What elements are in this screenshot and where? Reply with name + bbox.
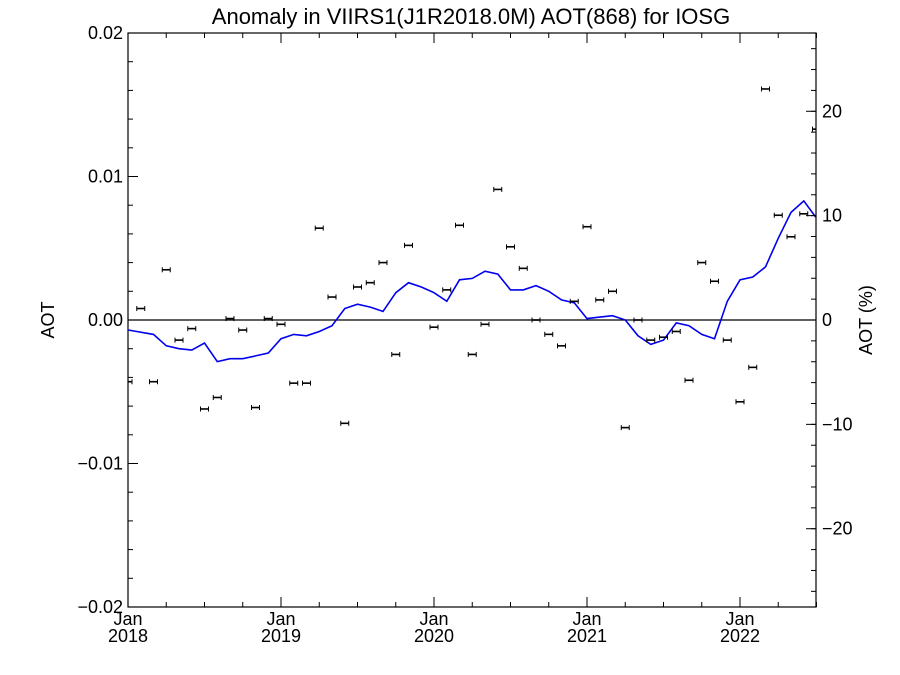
x-tick-label-month: Jan: [725, 609, 754, 629]
data-point: [557, 343, 566, 349]
data-point: [378, 260, 388, 266]
data-point: [187, 326, 197, 332]
y-tick-label-left: −0.02: [77, 597, 123, 617]
data-point: [544, 331, 554, 337]
data-point: [455, 222, 464, 228]
x-tick-label-year: 2022: [720, 626, 760, 646]
x-tick-label-month: Jan: [113, 609, 142, 629]
data-point: [531, 317, 541, 323]
data-point: [633, 317, 643, 323]
data-point: [212, 394, 222, 400]
x-tick-label-year: 2019: [261, 626, 301, 646]
data-point: [263, 316, 273, 322]
data-point: [251, 405, 260, 411]
data-point: [659, 334, 668, 340]
data-point: [722, 337, 732, 343]
data-point: [569, 298, 579, 304]
x-tick-label-month: Jan: [419, 609, 448, 629]
data-point: [174, 337, 184, 343]
data-point: [327, 294, 337, 300]
data-point: [467, 351, 477, 357]
data-point: [506, 244, 515, 250]
data-point: [480, 321, 490, 327]
x-tick-label-year: 2020: [414, 626, 454, 646]
data-point: [429, 324, 439, 330]
series-line-monthly-trend: [128, 199, 816, 363]
data-point: [735, 399, 745, 405]
data-point: [595, 297, 605, 303]
data-point: [786, 234, 796, 240]
data-point: [812, 126, 816, 132]
data-point: [671, 328, 681, 334]
data-point: [442, 287, 452, 293]
data-point: [608, 288, 617, 294]
y-tick-label-left: 0.01: [88, 167, 123, 187]
data-point: [365, 280, 375, 286]
data-point: [200, 406, 209, 412]
data-point: [493, 186, 503, 192]
x-tick-label-year: 2018: [108, 626, 148, 646]
data-point: [748, 364, 758, 370]
data-point: [276, 321, 286, 327]
data-point: [340, 420, 350, 426]
data-point: [149, 379, 158, 385]
data-point: [161, 267, 171, 273]
data-point: [646, 337, 656, 343]
data-point: [710, 278, 719, 284]
y-tick-label-left: −0.01: [77, 454, 123, 474]
data-point: [697, 260, 707, 266]
y-tick-label-right: 10: [822, 206, 842, 226]
data-point: [136, 306, 146, 312]
data-point: [128, 379, 133, 385]
y-tick-label-left: 0.00: [88, 310, 123, 330]
data-point: [391, 351, 401, 357]
data-point: [404, 242, 413, 248]
data-point: [238, 327, 248, 333]
y-axis-label-right: AOT (%): [856, 285, 876, 355]
data-point: [302, 380, 311, 386]
data-point: [761, 86, 770, 92]
plot-content: [128, 86, 816, 431]
y-tick-label-right: −10: [822, 414, 853, 434]
y-tick-label-left: 0.02: [88, 23, 123, 43]
data-point: [582, 224, 592, 230]
chart-title: Anomaly in VIIRS1(J1R2018.0M) AOT(868) f…: [212, 4, 730, 29]
x-tick-label-year: 2021: [567, 626, 607, 646]
y-axis-label-left: AOT: [38, 301, 58, 338]
y-tick-label-right: 20: [822, 101, 842, 121]
x-tick-label-month: Jan: [266, 609, 295, 629]
data-point: [314, 225, 324, 231]
data-point: [684, 377, 694, 383]
data-point: [620, 425, 630, 431]
y-tick-label-right: −20: [822, 519, 853, 539]
data-point: [518, 265, 528, 271]
data-point: [353, 284, 362, 290]
y-tick-label-right: 0: [822, 310, 832, 330]
x-tick-label-month: Jan: [572, 609, 601, 629]
axes: 0.020.010.00−0.01−0.0220100−10−20Jan2018…: [77, 23, 852, 646]
data-point: [773, 212, 783, 218]
data-point: [289, 380, 299, 386]
data-point: [225, 316, 235, 322]
